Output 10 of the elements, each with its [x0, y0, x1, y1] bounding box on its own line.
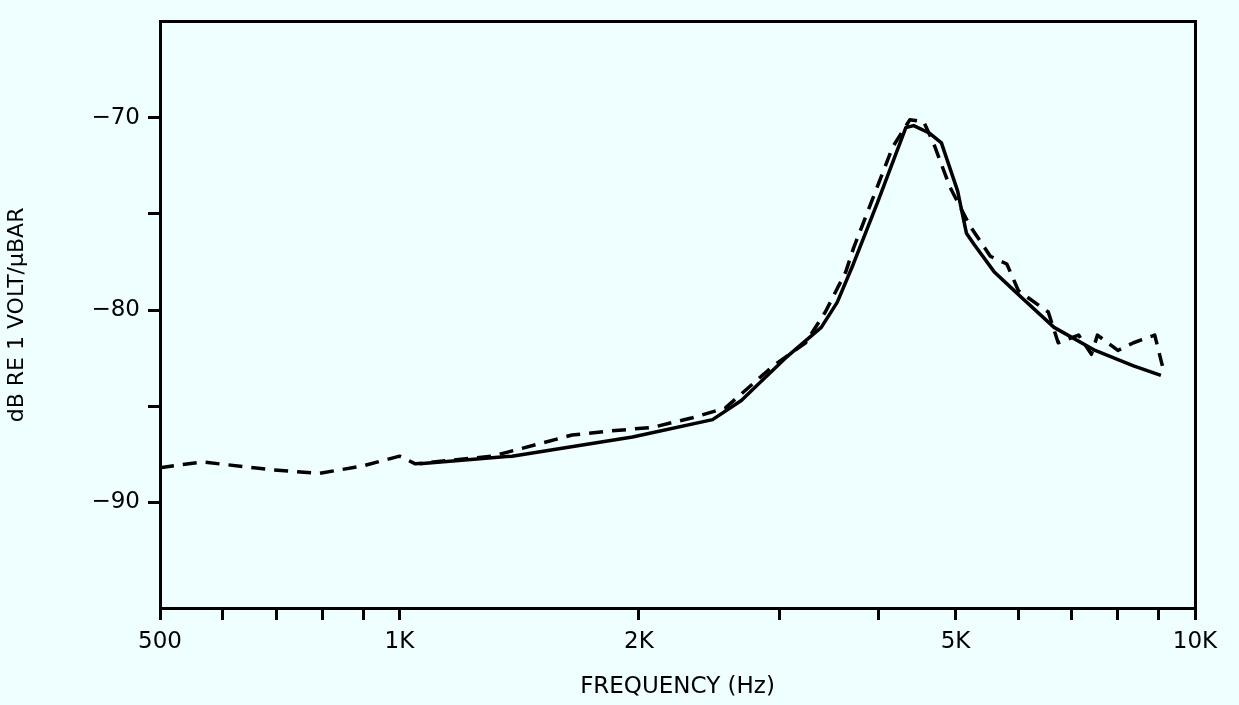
y-tick-label: −90: [91, 487, 140, 514]
y-tick-label: −70: [91, 102, 140, 129]
x-tick-label: 1K: [384, 626, 416, 653]
x-axis-title: FREQUENCY (Hz): [580, 672, 775, 699]
x-tick-label: 5K: [940, 626, 972, 653]
x-tick-label: 2K: [624, 626, 655, 653]
x-tick-label: 10K: [1172, 626, 1219, 653]
y-tick-label: −80: [91, 295, 140, 322]
x-tick-label: 500: [138, 626, 182, 653]
y-axis-title: dB RE 1 VOLT/μBAR: [2, 207, 28, 423]
